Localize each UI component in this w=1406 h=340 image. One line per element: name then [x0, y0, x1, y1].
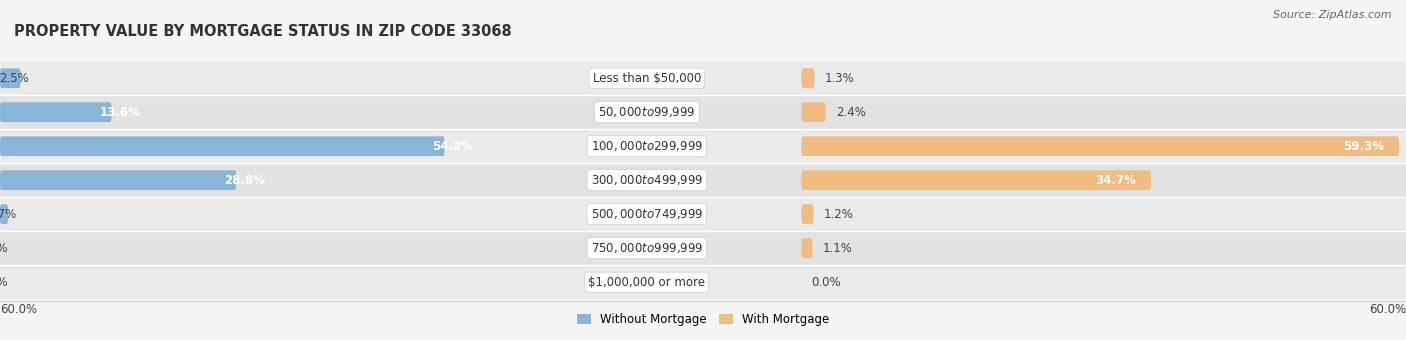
Text: 0.0%: 0.0%	[0, 276, 8, 289]
Text: $750,000 to $999,999: $750,000 to $999,999	[591, 241, 703, 255]
Bar	[492, 95, 801, 129]
Bar	[801, 231, 1406, 265]
Bar	[801, 129, 1406, 163]
Text: 59.3%: 59.3%	[1343, 140, 1384, 153]
Text: 0.0%: 0.0%	[811, 276, 841, 289]
Text: 54.2%: 54.2%	[432, 140, 474, 153]
FancyBboxPatch shape	[0, 68, 21, 88]
FancyBboxPatch shape	[0, 136, 444, 156]
Text: Source: ZipAtlas.com: Source: ZipAtlas.com	[1274, 10, 1392, 20]
Text: PROPERTY VALUE BY MORTGAGE STATUS IN ZIP CODE 33068: PROPERTY VALUE BY MORTGAGE STATUS IN ZIP…	[14, 24, 512, 39]
FancyBboxPatch shape	[801, 238, 813, 258]
Text: 1.3%: 1.3%	[824, 72, 855, 85]
Bar	[0, 95, 492, 129]
Text: 0.0%: 0.0%	[0, 242, 8, 255]
Text: $500,000 to $749,999: $500,000 to $749,999	[591, 207, 703, 221]
Bar	[801, 95, 1406, 129]
FancyBboxPatch shape	[801, 136, 1399, 156]
Bar	[801, 163, 1406, 197]
Bar	[492, 61, 801, 95]
Bar	[801, 197, 1406, 231]
FancyBboxPatch shape	[801, 204, 814, 224]
Text: $50,000 to $99,999: $50,000 to $99,999	[598, 105, 696, 119]
Text: $1,000,000 or more: $1,000,000 or more	[588, 276, 706, 289]
Text: 13.6%: 13.6%	[100, 106, 141, 119]
Text: 60.0%: 60.0%	[1369, 303, 1406, 316]
Legend: Without Mortgage, With Mortgage: Without Mortgage, With Mortgage	[572, 308, 834, 331]
FancyBboxPatch shape	[0, 102, 111, 122]
Bar	[492, 231, 801, 265]
Text: $300,000 to $499,999: $300,000 to $499,999	[591, 173, 703, 187]
Bar	[492, 129, 801, 163]
Bar	[492, 265, 801, 299]
Text: 2.5%: 2.5%	[0, 72, 28, 85]
Bar	[0, 129, 492, 163]
Bar	[801, 61, 1406, 95]
FancyBboxPatch shape	[801, 170, 1152, 190]
Text: 60.0%: 60.0%	[0, 303, 37, 316]
Text: $100,000 to $299,999: $100,000 to $299,999	[591, 139, 703, 153]
FancyBboxPatch shape	[801, 68, 814, 88]
Text: 28.8%: 28.8%	[224, 174, 264, 187]
Bar	[0, 61, 492, 95]
Bar	[492, 163, 801, 197]
Bar	[0, 197, 492, 231]
Text: Less than $50,000: Less than $50,000	[592, 72, 702, 85]
Text: 0.97%: 0.97%	[0, 208, 15, 221]
Bar	[801, 265, 1406, 299]
FancyBboxPatch shape	[0, 204, 8, 224]
Bar	[0, 231, 492, 265]
Text: 1.1%: 1.1%	[823, 242, 852, 255]
FancyBboxPatch shape	[801, 102, 825, 122]
FancyBboxPatch shape	[0, 170, 236, 190]
Text: 1.2%: 1.2%	[824, 208, 853, 221]
Bar	[492, 197, 801, 231]
Text: 2.4%: 2.4%	[835, 106, 866, 119]
Bar	[0, 163, 492, 197]
Text: 34.7%: 34.7%	[1095, 174, 1136, 187]
Bar	[0, 265, 492, 299]
